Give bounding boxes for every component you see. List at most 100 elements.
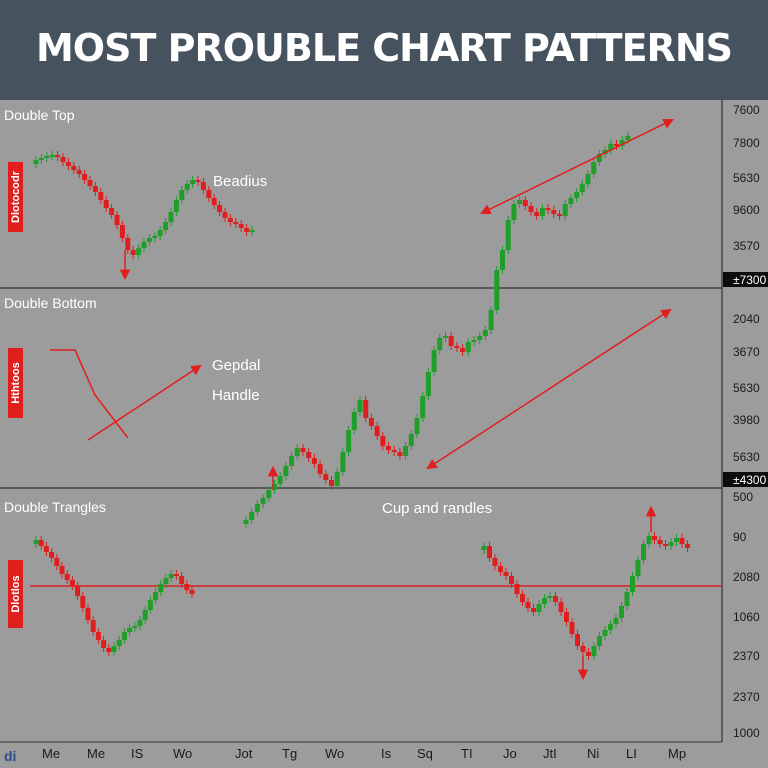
double-bottom-candle [254,504,260,512]
double-bottom-candle [397,452,403,456]
cup-handle-candle [685,544,690,548]
double-bottom-candle [585,174,591,184]
double-bottom-candle [311,458,317,464]
double-bottom-candle [351,412,357,430]
y-tick-label: 3980 [733,413,760,427]
triangle-left-candle [49,552,55,558]
triangle-left-candle [189,590,195,594]
arrow [426,308,672,470]
double-bottom-candle [522,200,528,206]
panel-title: Double Bottom [4,295,97,311]
cup-handle-candle [635,560,641,576]
x-tick-label: Tg [282,746,297,761]
triangle-left-candle [43,546,49,552]
double-top-candle [168,212,174,222]
y-tick-label: 5630 [733,381,760,395]
y-tick-label: 3570 [733,239,760,253]
cup-handle-candle [531,608,536,612]
y-tick-label: 1060 [733,610,760,624]
double-bottom-candle [568,198,574,204]
y-tick-label: 2080 [733,570,760,584]
panel-title: Double Top [4,107,75,123]
triangle-left-candle [173,574,179,576]
triangle-left-candle [142,610,148,620]
double-bottom-candle [420,396,426,418]
double-top-candle [200,182,206,190]
double-top-candle [152,236,158,238]
double-bottom-candle [545,208,551,210]
x-tick-label: IS [131,746,144,761]
double-bottom-candle [260,498,266,504]
double-top-candle [211,198,217,205]
y-tick-label: 2370 [733,649,760,663]
watermark-logo: di [4,748,17,764]
triangle-left-candle [121,632,127,640]
triangle-left-candle [59,566,65,574]
side-label-box [8,348,23,418]
cup-handle-candle [514,584,520,594]
x-tick-label: TI [461,746,473,761]
double-top-candle [179,190,185,200]
double-top-candle [206,190,212,198]
triangle-left-candle [85,608,91,620]
page-title: MOST PROUBLE CHART PATTERNS [35,26,733,70]
side-label: Dlotlos [10,575,22,612]
triangle-left-candle [33,540,39,544]
y-tick-label: 90 [733,530,747,544]
double-top-candle [44,156,50,158]
cup-handle-candle [652,536,657,540]
double-bottom-candle [249,512,255,520]
cup-handle-candle [542,598,547,604]
x-tick-label: JtI [543,746,557,761]
y-tick-label: 3670 [733,345,760,359]
cup-handle-candle [575,634,580,646]
double-bottom-candle [534,212,540,216]
double-bottom-candle [357,400,363,412]
cup-handle-candle [492,558,498,566]
y-tick-label: ±7300 [733,273,767,287]
double-bottom-candle [511,204,517,220]
double-bottom-candle [591,162,597,174]
cup-handle-candle [613,618,619,624]
cup-handle-candle [591,646,597,656]
triangle-left-candle [54,558,60,566]
cup-handle-candle [487,546,492,558]
double-bottom-candle [477,336,483,340]
cup-handle-candle [619,606,624,618]
cup-handle-candle [641,544,646,560]
panel-title: Double Trangles [4,499,106,515]
pattern-annotation: Beadius [213,173,267,190]
triangle-left-candle [64,574,70,580]
side-label-box [8,162,23,232]
cup-handle-candle [663,544,668,546]
double-top-candle [190,180,196,184]
triangle-left-candle [147,600,153,610]
cup-handle-candle [481,546,487,550]
double-bottom-candle [625,136,631,140]
double-bottom-candle [363,400,369,418]
double-top-candle [103,200,109,208]
double-bottom-candle [488,310,494,330]
double-top-candle [130,250,136,255]
double-bottom-candle [403,446,409,456]
double-bottom-candle [551,210,557,214]
y-tick-label: 1000 [733,726,760,740]
y-tick-label-box [723,472,768,487]
double-bottom-candle [386,446,391,450]
double-top-candle [49,155,55,157]
double-bottom-candle [539,208,545,216]
cup-handle-candle [536,604,542,612]
arrow [480,118,674,215]
double-bottom-candle [334,472,340,486]
double-bottom-candle [289,456,295,466]
side-label-box [8,560,23,628]
double-top-candle [55,155,61,157]
double-bottom-candle [431,350,437,372]
cup-handle-candle [668,542,674,546]
double-bottom-candle [300,448,306,452]
cup-handle-candle [569,622,575,634]
double-bottom-candle [414,418,420,434]
triangle-left-candle [179,576,185,584]
pattern-annotation: Handle [212,387,260,404]
double-top-candle [119,225,125,238]
